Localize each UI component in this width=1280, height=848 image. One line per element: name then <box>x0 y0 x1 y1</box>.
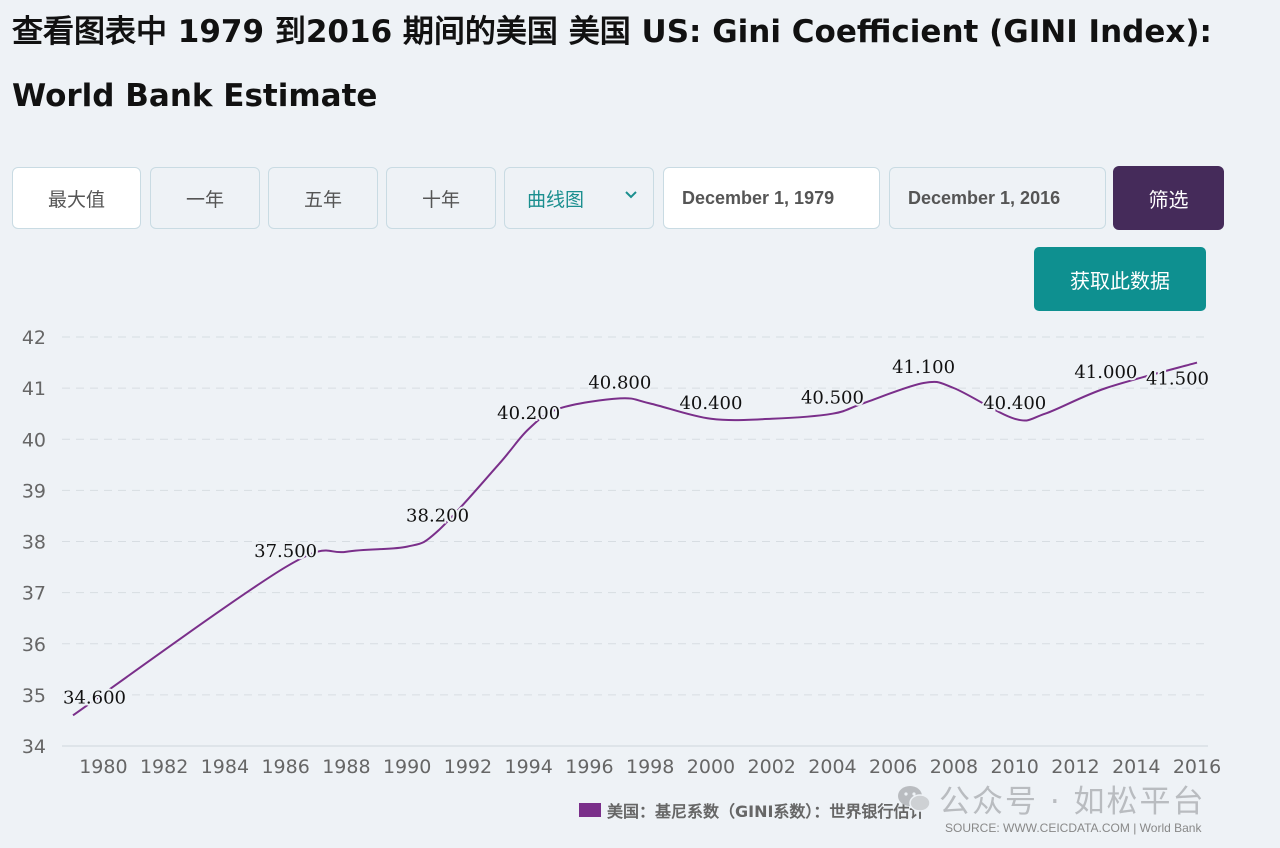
data-label: 40.200 <box>497 403 560 424</box>
x-tick-label: 1988 <box>322 756 370 778</box>
x-tick-label: 2010 <box>991 756 1039 778</box>
x-tick-label: 2014 <box>1112 756 1160 778</box>
x-tick-label: 2004 <box>808 756 856 778</box>
x-tick-label: 2002 <box>748 756 796 778</box>
range-10y-button[interactable]: 十年 <box>386 167 496 229</box>
x-tick-label: 1994 <box>504 756 552 778</box>
data-label: 40.400 <box>983 393 1046 414</box>
data-label: 40.500 <box>801 388 864 409</box>
filter-button[interactable]: 筛选 <box>1113 166 1224 230</box>
x-tick-label: 2012 <box>1051 756 1099 778</box>
data-label: 37.500 <box>254 541 317 562</box>
y-tick-label: 40 <box>22 429 46 451</box>
x-tick-label: 1986 <box>261 756 309 778</box>
chart-type-select[interactable]: 曲线图 <box>504 167 654 229</box>
chevron-down-icon <box>625 191 637 199</box>
data-label: 34.600 <box>63 687 126 708</box>
x-tick-label: 1992 <box>444 756 492 778</box>
x-tick-label: 1982 <box>140 756 188 778</box>
wechat-icon <box>898 785 931 812</box>
start-date-input[interactable] <box>663 167 880 229</box>
y-tick-label: 37 <box>22 583 46 605</box>
y-tick-label: 38 <box>22 532 46 554</box>
data-label: 41.000 <box>1074 362 1137 383</box>
y-tick-label: 34 <box>22 736 46 758</box>
range-1y-button[interactable]: 一年 <box>150 167 260 229</box>
y-tick-label: 41 <box>22 378 46 400</box>
end-date-input[interactable] <box>889 167 1106 229</box>
y-tick-label: 39 <box>22 480 46 502</box>
x-tick-label: 1984 <box>201 756 249 778</box>
title-chinese: 查看图表中 1979 到2016 期间的美国 美国 <box>12 14 631 50</box>
data-label: 40.800 <box>588 372 651 393</box>
range-max-button[interactable]: 最大值 <box>12 167 141 229</box>
data-label: 41.100 <box>892 357 955 378</box>
x-tick-label: 1990 <box>383 756 431 778</box>
watermark: 公众号 · 如松平台 <box>897 776 1206 821</box>
x-tick-label: 2016 <box>1173 756 1221 778</box>
x-tick-label: 1980 <box>79 756 127 778</box>
x-tick-label: 2006 <box>869 756 917 778</box>
chart-legend[interactable]: 美国：基尼系数（GINI系数）：世界银行估计 <box>579 797 925 823</box>
chart-type-value: 曲线图 <box>527 188 585 211</box>
x-tick-label: 1996 <box>565 756 613 778</box>
get-data-button[interactable]: 获取此数据 <box>1034 247 1206 311</box>
data-label: 41.500 <box>1146 369 1209 390</box>
data-label: 38.200 <box>406 505 469 526</box>
data-label: 40.400 <box>679 393 742 414</box>
page-title: 查看图表中 1979 到2016 期间的美国 美国 US: Gini Coeff… <box>12 0 1272 128</box>
legend-label: 美国：基尼系数（GINI系数）：世界银行估计 <box>607 802 926 821</box>
y-tick-label: 35 <box>22 685 46 707</box>
source-note: SOURCE: WWW.CEICDATA.COM | World Bank <box>945 821 1202 835</box>
title-english: US: Gini Coefficient (GINI Index): World… <box>12 14 1212 114</box>
x-tick-label: 2000 <box>687 756 735 778</box>
series-line <box>72 361 1198 717</box>
watermark-text: 公众号 · 如松平台 <box>939 784 1206 820</box>
range-5y-button[interactable]: 五年 <box>268 167 378 229</box>
x-tick-label: 1998 <box>626 756 674 778</box>
y-tick-label: 42 <box>22 327 46 349</box>
legend-swatch <box>579 803 601 817</box>
y-tick-label: 36 <box>22 634 46 656</box>
x-tick-label: 2008 <box>930 756 978 778</box>
